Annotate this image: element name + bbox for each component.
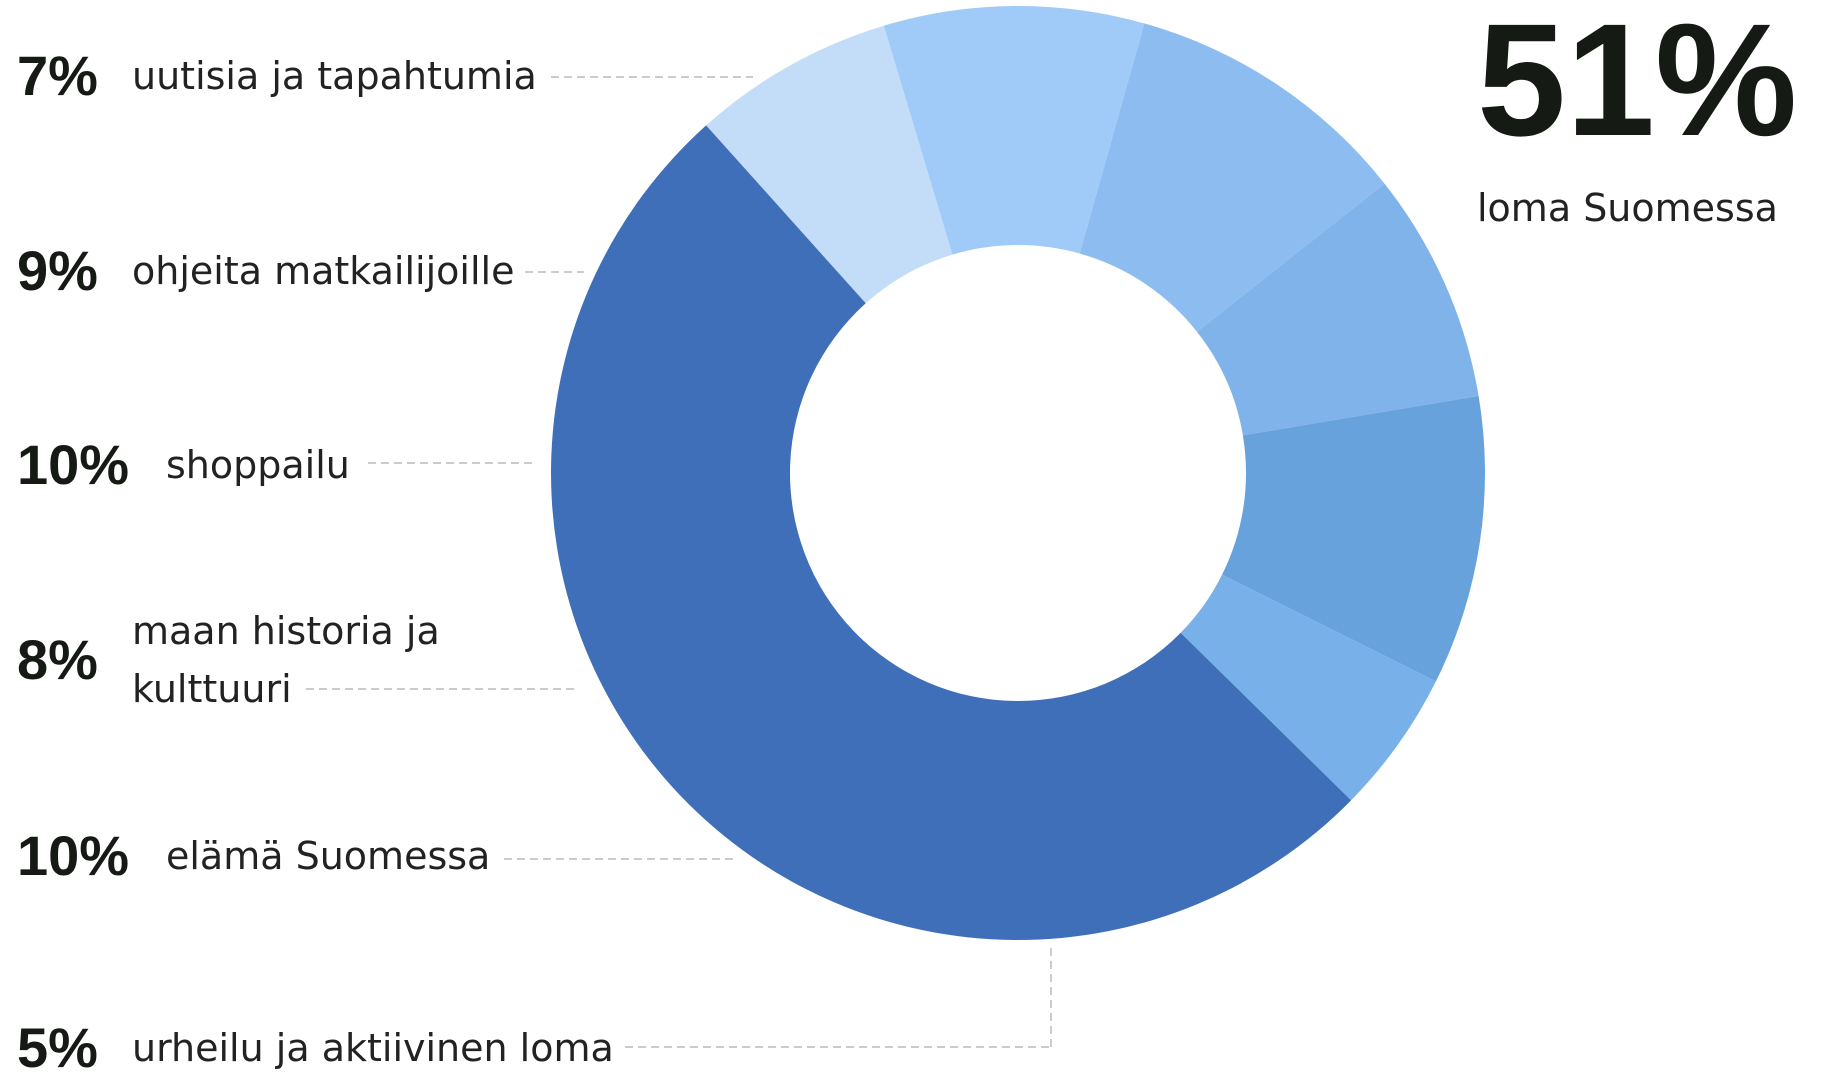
- category-label: uutisia ja tapahtumia: [132, 54, 537, 98]
- category-label: elämä Suomessa: [166, 834, 491, 878]
- donut-segment: [1196, 183, 1479, 436]
- value-label: 7%: [17, 44, 98, 107]
- value-label: 10%: [17, 433, 130, 496]
- leaders: [306, 76, 1052, 1048]
- category-label: maan historia ja kulttuuri: [132, 609, 440, 711]
- highlight-label: loma Suomessa: [1477, 186, 1778, 230]
- category-label: urheilu ja aktiivinen loma: [132, 1026, 614, 1070]
- donut-segment: [1180, 574, 1436, 801]
- donut-segment: [706, 25, 953, 304]
- donut-segment: [1079, 23, 1385, 332]
- value-label: 8%: [17, 628, 98, 691]
- value-label: 9%: [17, 239, 98, 302]
- highlight-value: 51%: [1477, 0, 1798, 169]
- category-label: shoppailu: [166, 443, 350, 487]
- donut-segment: [1222, 395, 1485, 682]
- value-label: 5%: [17, 1016, 98, 1073]
- category-label: ohjeita matkailijoille: [132, 249, 515, 293]
- value-label: 10%: [17, 824, 130, 887]
- donut-segment: [883, 5, 1145, 255]
- donut-segment: [551, 125, 1352, 940]
